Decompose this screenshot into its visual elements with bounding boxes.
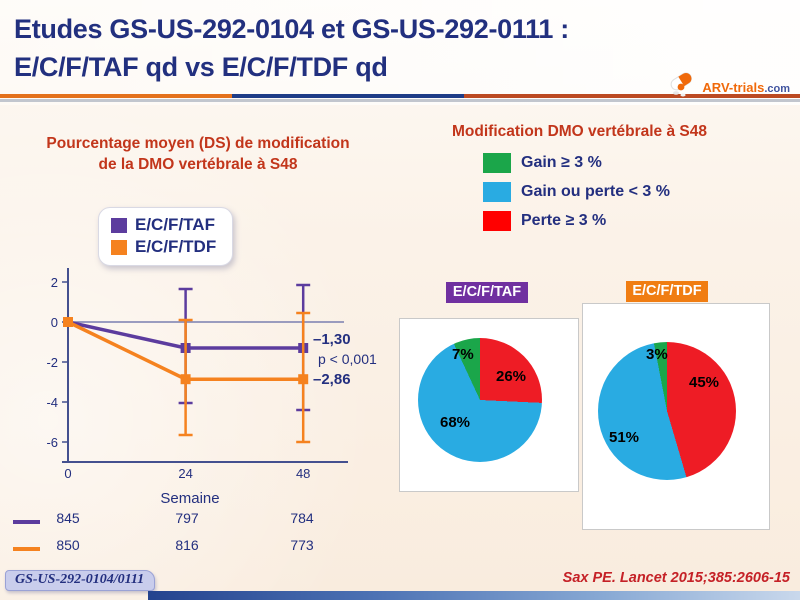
svg-text:-2: -2 (46, 355, 58, 370)
taf-n-week24: 797 (175, 510, 199, 526)
x-axis-label: Semaine (160, 490, 220, 507)
pie-header-tdf: E/C/F/TDF (626, 281, 708, 302)
svg-text:24: 24 (178, 466, 192, 480)
page-title: Etudes GS-US-292-0104 et GS-US-292-0111 … (14, 10, 654, 86)
logo-text: ARV-trials.com (702, 80, 790, 95)
taf-stable-label: 68% (440, 414, 471, 431)
pie-chart-tdf (598, 342, 736, 480)
perte-color-swatch (483, 211, 511, 231)
taf-color-swatch (111, 217, 127, 233)
svg-text:48: 48 (296, 466, 310, 480)
citation: Sax PE. Lancet 2015;385:2606-15 (562, 570, 790, 586)
left-chart-title-line1: Pourcentage moyen (DS) de modification (46, 135, 350, 152)
tdf-stable-label: 51% (609, 429, 640, 446)
arv-trials-logo: ARV-trials.com (668, 72, 790, 103)
legend-label-taf: E/C/F/TAF (135, 215, 215, 234)
right-section-title: Modification DMO vertébrale à S48 (452, 123, 707, 140)
line-chart-legend: E/C/F/TAF E/C/F/TDF (98, 207, 234, 266)
title-line-2: E/C/F/TAF qd vs E/C/F/TDF qd (14, 52, 388, 82)
header-divider (0, 94, 800, 98)
tdf-n-week24: 816 (175, 537, 199, 553)
stable-color-swatch (483, 182, 511, 202)
svg-text:0: 0 (51, 315, 58, 330)
legend-row-stable: Gain ou perte < 3 % (483, 182, 670, 202)
p-value: p < 0,001 (318, 351, 377, 367)
logo-suffix: .com (764, 83, 790, 95)
pie-legend: Gain ≥ 3 % Gain ou perte < 3 % Perte ≥ 3… (483, 153, 670, 240)
taf-gain-label: 7% (452, 346, 474, 363)
study-id-badge: GS-US-292-0104/0111 (5, 570, 156, 591)
gain-color-swatch (483, 153, 511, 173)
svg-text:2: 2 (51, 275, 58, 290)
tdf-color-swatch (111, 239, 127, 255)
pie-header-taf: E/C/F/TAF (446, 282, 528, 303)
table-row-tdf: 850 816 773 (0, 537, 360, 564)
tdf-line-swatch (13, 547, 40, 551)
tdf-end-value: –2,86 (313, 371, 351, 388)
taf-perte-label: 26% (496, 368, 527, 385)
line-chart: 2 0 -2 -4 -6 0 24 48 (46, 268, 348, 480)
taf-n-week0: 845 (56, 510, 80, 526)
title-line-1: Etudes GS-US-292-0104 et GS-US-292-0111 … (14, 14, 569, 44)
legend-label-perte: Perte ≥ 3 % (521, 212, 607, 229)
taf-n-week48: 784 (290, 510, 314, 526)
legend-row-gain: Gain ≥ 3 % (483, 153, 670, 173)
legend-label-gain: Gain ≥ 3 % (521, 154, 602, 171)
tdf-n-week0: 850 (56, 537, 80, 553)
tdf-n-week48: 773 (290, 537, 314, 553)
taf-line-swatch (13, 520, 40, 524)
legend-row-tdf: E/C/F/TDF (111, 236, 216, 258)
svg-text:-6: -6 (46, 435, 58, 450)
header-divider-shadow (0, 99, 800, 102)
svg-text:0: 0 (64, 466, 71, 480)
svg-text:-4: -4 (46, 395, 58, 410)
tdf-perte-label: 45% (689, 374, 720, 391)
taf-end-value: –1,30 (313, 331, 351, 348)
bottom-accent-bar (148, 591, 800, 600)
patients-at-risk-table: 845 797 784 850 816 773 (0, 510, 360, 564)
pie-chart-taf (418, 338, 542, 462)
legend-label-tdf: E/C/F/TDF (135, 237, 217, 256)
legend-row-taf: E/C/F/TAF (111, 214, 216, 236)
pill-icon (668, 72, 698, 103)
legend-row-perte: Perte ≥ 3 % (483, 211, 670, 231)
tdf-gain-label: 3% (646, 346, 668, 363)
left-chart-title-line2: de la DMO vertébrale à S48 (98, 156, 298, 173)
table-row-taf: 845 797 784 (0, 510, 360, 537)
left-chart-title: Pourcentage moyen (DS) de modification d… (12, 133, 384, 175)
legend-label-stable: Gain ou perte < 3 % (521, 183, 670, 200)
